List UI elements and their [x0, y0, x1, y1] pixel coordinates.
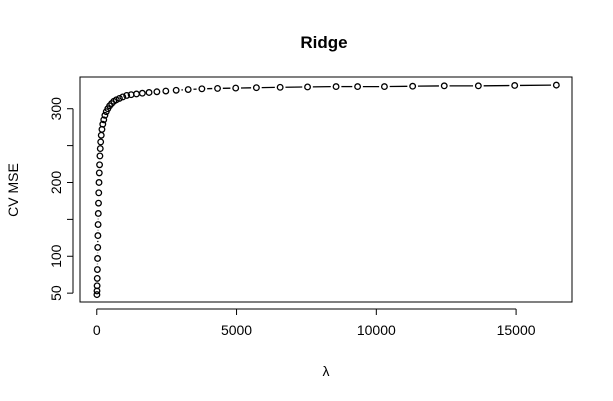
data-point: [97, 131, 105, 139]
data-point: [511, 82, 519, 89]
data-point: [95, 199, 102, 207]
data-point: [99, 120, 107, 128]
data-point: [96, 152, 104, 160]
data-point: [94, 255, 102, 262]
data-point: [95, 179, 103, 186]
cv-mse-series: [93, 81, 560, 299]
data-point: [409, 82, 417, 90]
data-point: [380, 83, 388, 91]
data-point: [184, 86, 192, 93]
data-point: [138, 89, 146, 97]
y-axis: 50 100 200 300: [48, 97, 74, 301]
data-point: [162, 87, 170, 95]
data-point: [97, 138, 105, 146]
data-point: [440, 82, 448, 90]
data-point: [198, 85, 206, 93]
data-point: [95, 189, 103, 197]
x-tick-label: 0: [93, 322, 101, 338]
data-point: [94, 243, 102, 251]
data-point: [304, 83, 311, 91]
data-point: [94, 210, 102, 217]
data-point: [93, 274, 101, 282]
data-point: [214, 84, 221, 92]
x-axis-label: λ: [323, 363, 330, 379]
data-point: [94, 232, 102, 240]
y-tick-label: 100: [48, 244, 64, 268]
x-tick-label: 5000: [221, 322, 252, 338]
x-axis: 0 5000 10000 15000: [93, 308, 536, 338]
data-point: [252, 84, 260, 92]
data-point: [100, 116, 108, 124]
y-tick-label: 300: [48, 97, 64, 121]
data-point: [101, 111, 109, 119]
y-tick-label: 50: [48, 285, 64, 301]
chart-title: Ridge: [300, 33, 347, 52]
x-tick-label: 15000: [497, 322, 536, 338]
data-point: [552, 81, 560, 89]
plot-frame: [79, 76, 573, 303]
data-point: [123, 91, 131, 99]
data-point: [153, 88, 161, 96]
data-point: [354, 83, 362, 91]
data-point: [474, 82, 482, 90]
data-point: [93, 282, 101, 290]
data-point: [119, 93, 127, 101]
y-tick-label: 200: [48, 171, 64, 195]
x-tick-label: 10000: [357, 322, 396, 338]
data-point: [93, 266, 101, 273]
data-point: [172, 86, 180, 94]
data-point: [96, 145, 104, 153]
data-point: [115, 94, 123, 102]
y-axis-label: CV MSE: [5, 163, 21, 217]
data-point: [96, 161, 104, 169]
data-point: [93, 291, 101, 299]
data-point: [276, 83, 284, 91]
data-point: [95, 169, 103, 177]
data-point: [332, 83, 340, 91]
data-point: [232, 84, 240, 92]
data-point: [94, 221, 102, 228]
data-point: [145, 89, 153, 96]
